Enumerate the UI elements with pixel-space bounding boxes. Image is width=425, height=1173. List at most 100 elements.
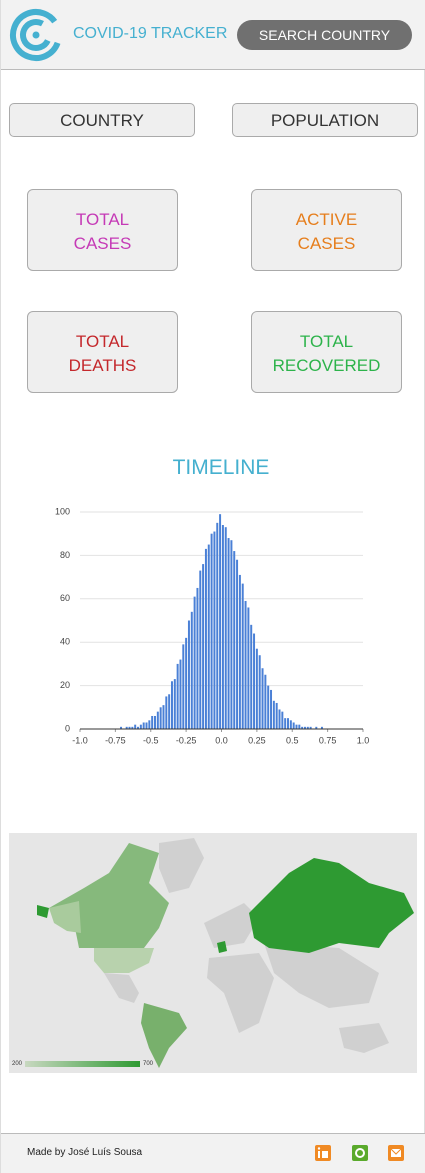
credit: Made by José Luís Sousa [27,1147,143,1158]
bar [216,522,219,729]
bar [272,700,275,729]
bar [224,527,227,729]
bar [241,583,244,729]
y-tick-label: 80 [60,550,70,560]
bar [303,726,306,729]
x-tick-label: 0.75 [319,735,337,745]
bar [236,559,239,729]
bar [159,707,162,729]
card-label: CASES [297,234,356,253]
card-label: CASES [73,234,132,253]
bar [250,624,253,729]
logo [10,9,62,61]
card-label: TOTAL [75,210,130,229]
card-label: DEATHS [68,356,137,375]
bar [315,726,318,729]
bar [193,596,196,729]
card-label: ACTIVE [295,210,358,229]
bar [238,574,241,729]
bar [292,722,295,729]
bar [233,551,236,729]
bar [253,633,256,729]
x-tick-label: 0.25 [248,735,266,745]
bar [275,702,278,729]
stat-card: TOTAL DEATHS [27,311,178,393]
bar [162,705,165,729]
country-button[interactable]: COUNTRY [9,103,195,137]
card-label: TOTAL [75,332,130,351]
bar [230,540,233,729]
x-tick-label: 0.0 [215,735,228,745]
legend-min: 200 [12,1061,23,1067]
x-tick-label: 1.0 [357,735,370,745]
bar [309,726,312,729]
bar [173,679,176,729]
bar [131,726,134,729]
bar [264,674,267,729]
bar [182,644,185,729]
bar [247,607,250,729]
bar [267,685,270,729]
bar [213,531,216,729]
x-tick-label: -0.5 [143,735,159,745]
bar [154,715,156,729]
bar [196,587,199,729]
bar [148,720,151,729]
header: COVID-19 TRACKER SEARCH COUNTRY [1,0,425,70]
bar [165,696,168,729]
bar [287,718,289,729]
bar [199,570,202,729]
card-label: TOTAL [299,332,354,351]
y-tick-label: 0 [65,723,70,733]
timeline-title: TIMELINE [172,456,270,479]
y-tick-label: 40 [60,637,70,647]
bar [176,663,179,729]
bar [281,711,284,729]
card-label: RECOVERED [272,356,381,375]
bar [210,533,213,729]
bar [289,720,292,729]
histogram: 0 20 40 60 80 100 -1.0 -0.75 -0.5 -0.25 0.0 0.25 0.5… [55,506,370,745]
bar [168,694,171,729]
bar [295,724,298,729]
bar [207,544,210,729]
bar [221,525,224,729]
stat-card: TOTAL CASES [27,189,178,271]
stat-card: ACTIVE CASES [251,189,402,271]
bar [137,726,140,729]
bar [134,724,137,729]
bar [190,611,193,729]
bar [258,655,261,729]
social-icons [315,1145,404,1161]
map-shapes [25,838,414,1068]
bar [125,726,128,729]
y-tick-label: 100 [55,506,70,516]
x-tick-label: -1.0 [72,735,88,745]
population-button[interactable]: POPULATION [232,103,418,137]
bar [128,726,131,729]
bar [298,724,301,729]
y-tick-label: 20 [60,680,70,690]
footer: Made by José Luís Sousa [1,1133,425,1173]
bar [278,709,281,729]
bar [204,548,207,729]
bar [170,681,173,729]
bar [185,637,188,729]
x-tick-label: 0.5 [286,735,299,745]
legend-max: 700 [143,1061,154,1067]
bar [320,726,323,729]
bar [244,600,247,729]
bar [301,726,304,729]
bar [270,689,273,729]
bar [145,722,148,729]
bar [142,722,145,729]
bar [120,726,123,729]
bar [227,538,230,729]
stat-card: TOTAL RECOVERED [251,311,402,393]
bar [202,564,205,729]
bar [261,668,264,729]
search-button[interactable]: SEARCH COUNTRY [237,20,412,50]
bar [284,718,287,729]
bar [179,659,182,729]
